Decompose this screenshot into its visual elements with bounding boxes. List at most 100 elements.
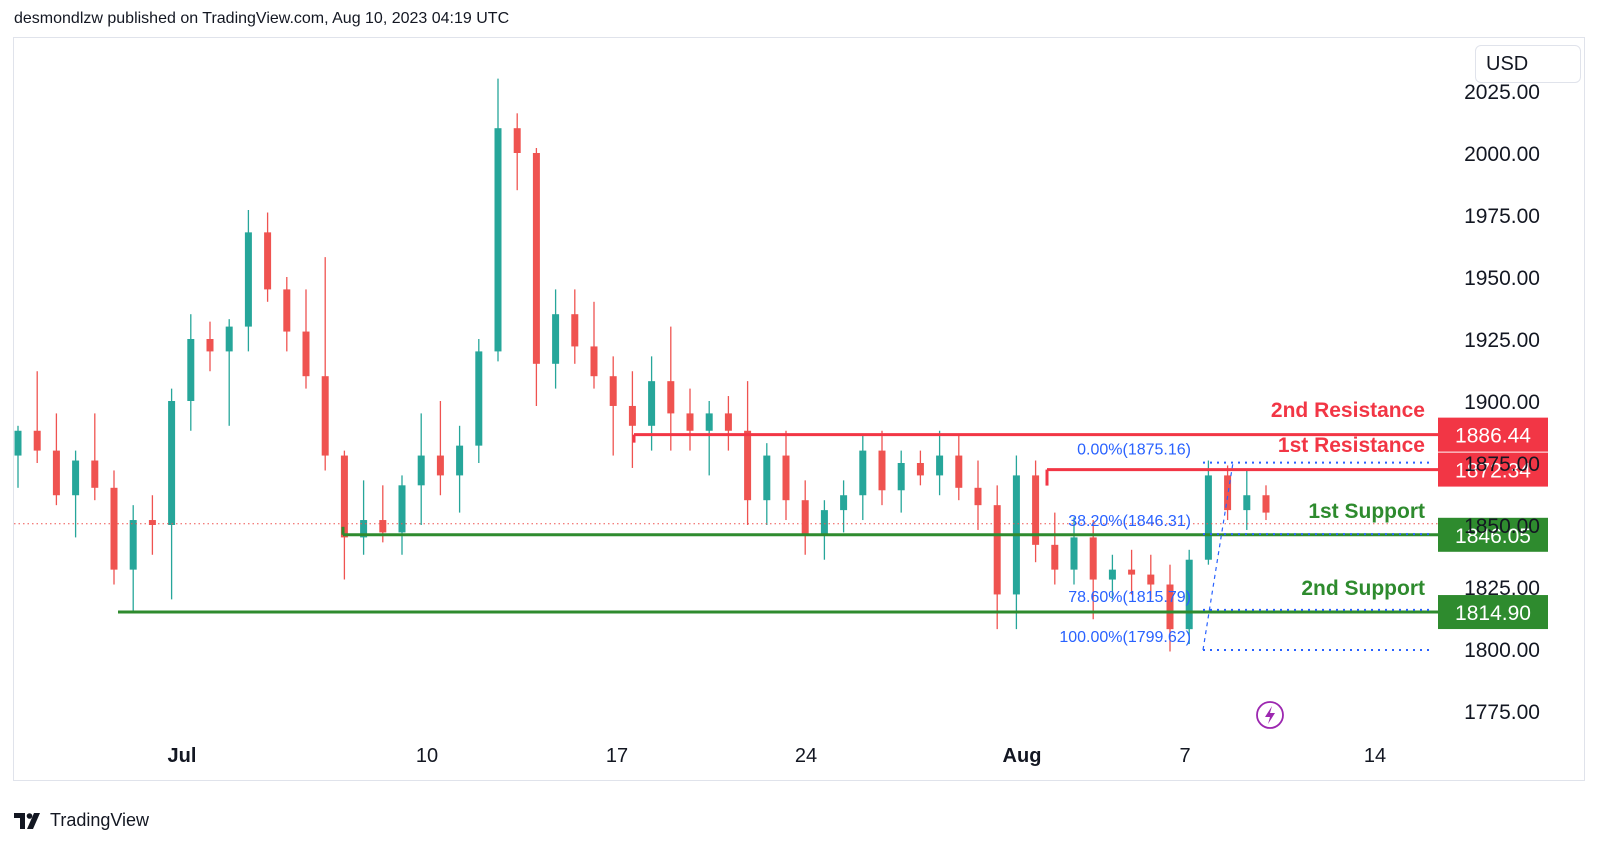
candle-body bbox=[859, 450, 867, 496]
y-tick-label: 1825.00 bbox=[1464, 577, 1540, 600]
candle-body bbox=[1128, 569, 1136, 575]
y-tick-label: 1950.00 bbox=[1464, 267, 1540, 290]
candle-body bbox=[705, 413, 713, 431]
candle-body bbox=[628, 405, 636, 426]
candle-body bbox=[686, 413, 694, 431]
candle-body bbox=[264, 232, 272, 290]
y-tick-label: 1775.00 bbox=[1464, 701, 1540, 724]
resistance-price-text: 1872.34 bbox=[1455, 460, 1531, 483]
resistance-label: 2nd Resistance bbox=[1271, 399, 1425, 422]
candle-body bbox=[782, 455, 790, 501]
x-tick-label: 17 bbox=[606, 745, 628, 767]
candle-body bbox=[936, 455, 944, 476]
candle-body bbox=[321, 376, 329, 456]
y-tick-label: 2025.00 bbox=[1464, 81, 1540, 104]
candle-body bbox=[340, 455, 348, 538]
candle-body bbox=[993, 505, 1001, 595]
footer-branding[interactable]: TradingView bbox=[14, 810, 149, 831]
candle-body bbox=[72, 460, 80, 496]
resistance-label: 1st Resistance bbox=[1278, 434, 1425, 457]
y-tick-label: 1900.00 bbox=[1464, 391, 1540, 414]
candle-body bbox=[129, 520, 137, 570]
y-tick-label: 2000.00 bbox=[1464, 143, 1540, 166]
candle-body bbox=[436, 455, 444, 476]
candle-body bbox=[206, 339, 214, 352]
candle-body bbox=[1224, 475, 1232, 511]
support-price-tag bbox=[1438, 595, 1548, 630]
candle-body bbox=[91, 460, 99, 488]
support-label: 1st Support bbox=[1308, 500, 1425, 523]
candle-body bbox=[974, 487, 982, 506]
chart-frame bbox=[13, 37, 1585, 781]
fib-level-label: 78.60%(1815.79) bbox=[1068, 589, 1191, 606]
support-price-tag bbox=[1438, 517, 1548, 552]
candle-body bbox=[168, 401, 176, 525]
candle-body bbox=[1243, 495, 1251, 511]
candle-body bbox=[955, 455, 963, 488]
candle-body bbox=[878, 450, 886, 491]
candle-body bbox=[1262, 495, 1270, 513]
candle-body bbox=[1070, 537, 1078, 570]
chart-overlays bbox=[1256, 701, 1284, 729]
candle-body bbox=[1204, 475, 1212, 560]
x-tick-label: 7 bbox=[1179, 745, 1190, 767]
candle-body bbox=[494, 128, 502, 352]
resistance-price-tag bbox=[1438, 452, 1548, 487]
resistance-price-tag bbox=[1438, 417, 1548, 452]
candle-body bbox=[398, 485, 406, 533]
fib-level-label: 0.00%(1875.16) bbox=[1077, 442, 1191, 459]
candle-body bbox=[897, 463, 905, 491]
candle-body bbox=[379, 520, 387, 533]
publisher-header: desmondlzw published on TradingView.com,… bbox=[14, 10, 510, 27]
candle-body bbox=[1185, 559, 1193, 630]
levels: 2nd Resistance 1886.44 1st Resistance 1872.… bbox=[14, 399, 1548, 651]
currency-selector[interactable]: USD bbox=[1475, 45, 1581, 83]
y-tick-label: 1975.00 bbox=[1464, 205, 1540, 228]
candle-body bbox=[648, 381, 656, 426]
candle-body bbox=[552, 314, 560, 364]
candle-body bbox=[532, 153, 540, 364]
candle-body bbox=[1166, 584, 1174, 630]
candle-body bbox=[1089, 537, 1097, 580]
candle-body bbox=[609, 376, 617, 406]
y-tick-label: 1800.00 bbox=[1464, 639, 1540, 662]
candle-body bbox=[571, 314, 579, 347]
support-label: 2nd Support bbox=[1301, 577, 1425, 600]
candle-body bbox=[667, 381, 675, 414]
candle-body bbox=[820, 510, 828, 535]
y-tick-label: 1875.00 bbox=[1464, 453, 1540, 476]
tradingview-brand: TradingView bbox=[50, 810, 150, 830]
axes: 1775.00 1800.00 1825.00 1850.00 1875.00 1900.… bbox=[168, 81, 1540, 767]
support-price-text: 1846.05 bbox=[1455, 525, 1531, 548]
candle-body bbox=[475, 351, 483, 446]
x-tick-label: 24 bbox=[795, 745, 817, 767]
candle-body bbox=[744, 430, 752, 501]
candles bbox=[14, 78, 1270, 652]
fib-level-label: 100.00%(1799.62) bbox=[1059, 629, 1191, 646]
y-tick-label: 1925.00 bbox=[1464, 329, 1540, 352]
candle-body bbox=[283, 289, 291, 332]
candle-body bbox=[52, 450, 60, 496]
y-tick-label: 1850.00 bbox=[1464, 515, 1540, 538]
x-tick-label: Aug bbox=[1003, 745, 1042, 767]
candle-body bbox=[513, 128, 521, 153]
candle-body bbox=[417, 455, 425, 486]
candle-body bbox=[1147, 574, 1155, 585]
candle-body bbox=[840, 495, 848, 511]
x-tick-label: 14 bbox=[1364, 745, 1386, 767]
candle-body bbox=[1032, 475, 1040, 545]
candle-body bbox=[801, 500, 809, 535]
candle-body bbox=[724, 413, 732, 431]
tradingview-logo-icon bbox=[14, 812, 40, 829]
lightning-event-icon[interactable] bbox=[1256, 701, 1284, 729]
candle-body bbox=[1051, 544, 1059, 570]
candle-body bbox=[1108, 569, 1116, 580]
support-price-text: 1814.90 bbox=[1455, 602, 1531, 625]
candle-body bbox=[187, 339, 195, 401]
candle-body bbox=[590, 346, 598, 377]
candle-body bbox=[225, 326, 233, 352]
candle-body bbox=[302, 331, 310, 377]
candle-body bbox=[110, 487, 118, 570]
fib-level-label: 38.20%(1846.31) bbox=[1068, 513, 1191, 530]
